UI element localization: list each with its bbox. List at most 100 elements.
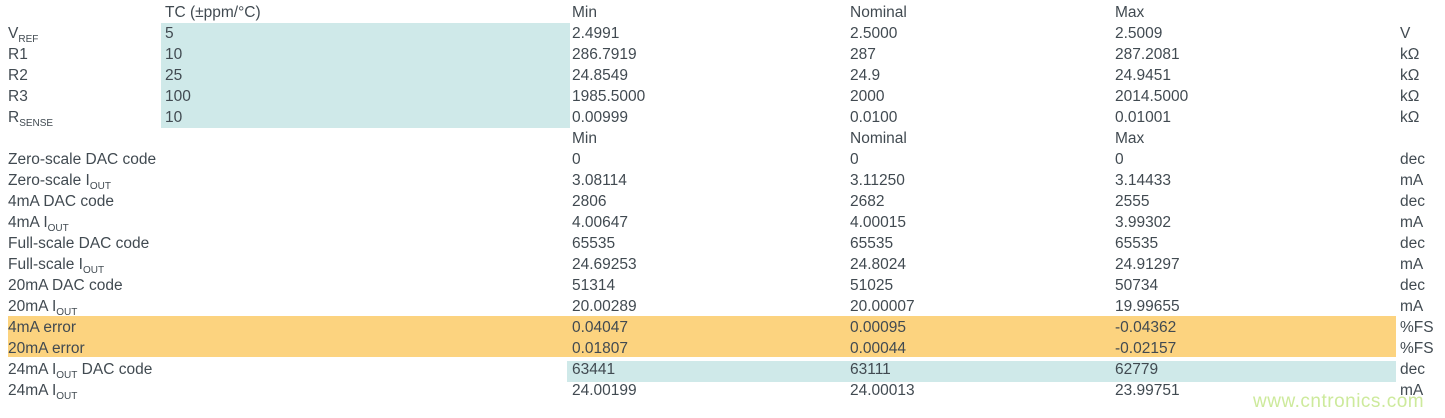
cell-nominal: 0.00044 [850, 340, 907, 357]
cell-max: 65535 [1115, 235, 1159, 252]
cell-label: Full-scale DAC code [0, 233, 165, 254]
cell-unit: kΩ [1400, 109, 1420, 126]
row-label: R1 [8, 46, 28, 63]
cell-label: 24mA IOUT [0, 380, 165, 402]
table-row: R2 25 24.8549 24.9 24.9451 kΩ [0, 65, 1445, 86]
cell-min: 65535 [572, 235, 616, 252]
col-header-tc: TC (±ppm/°C) [165, 4, 261, 21]
cell-max: 23.99751 [1115, 382, 1180, 399]
cell-max: 287.2081 [1115, 46, 1180, 63]
cell-tc [165, 317, 572, 338]
dac-code-row-highlight [567, 361, 1396, 382]
cell-max: 2014.5000 [1115, 88, 1189, 105]
row-label-subscript: SENSE [19, 118, 54, 130]
cell-nominal: 0.0100 [850, 109, 898, 126]
cell-tc [165, 212, 572, 233]
row-label: 4mA error [8, 319, 77, 336]
row-label-suffix: DAC code [77, 361, 153, 378]
cell-tc: 10 [165, 109, 183, 126]
cell-unit: mA [1400, 214, 1424, 231]
row-label: Zero-scale DAC code [8, 151, 157, 168]
row-label: R3 [8, 88, 28, 105]
cell-tc: 25 [165, 67, 183, 84]
cell-tc [165, 275, 572, 296]
cell-max: 62779 [1115, 361, 1159, 378]
cell-tc: 5 [165, 25, 174, 42]
cell-nominal: 4.00015 [850, 214, 907, 231]
cell-unit: dec [1400, 361, 1425, 378]
cell-label: 4mA IOUT [0, 212, 165, 234]
cell-min: 4.00647 [572, 214, 629, 231]
row-label: 20mA error [8, 340, 85, 357]
table-row: 20mA DAC code 51314 51025 50734 dec [0, 275, 1445, 296]
cell-min: 0.00999 [572, 109, 629, 126]
cell-unit: dec [1400, 193, 1425, 210]
row-label-subscript: OUT [82, 265, 105, 277]
cell-label: 20mA IOUT [0, 296, 165, 318]
table-row: 20mA error 0.01807 0.00044 -0.02157 %FS [0, 338, 1445, 359]
cell-min: 51314 [572, 277, 616, 294]
cell-tc [165, 233, 572, 254]
cell-min: 2806 [572, 193, 607, 210]
cell-max: 0.01001 [1115, 109, 1172, 126]
col-header-max: Max [1115, 130, 1145, 147]
col-header-min: Min [572, 4, 597, 21]
col-header-tc [165, 128, 572, 149]
cell-nominal: 2.5000 [850, 25, 898, 42]
cell-unit: kΩ [1400, 67, 1420, 84]
header-row: Min Nominal Max [0, 128, 1445, 149]
cell-tc [165, 170, 572, 191]
cell-min: 24.8549 [572, 67, 629, 84]
cell-nominal: 0 [850, 151, 859, 168]
cell-label: R2 [0, 65, 165, 86]
cell-tc [165, 380, 572, 401]
cell-min: 24.00199 [572, 382, 637, 399]
table-row: 24mA IOUT 24.00199 24.00013 23.99751 mA [0, 380, 1445, 402]
table-row: VREF 5 2.4991 2.5000 2.5009 V [0, 23, 1445, 45]
cell-unit: kΩ [1400, 88, 1420, 105]
cell-nominal: 20.00007 [850, 298, 915, 315]
table-row: 4mA DAC code 2806 2682 2555 dec [0, 191, 1445, 212]
cell-nominal: 24.00013 [850, 382, 915, 399]
table-row: R1 10 286.7919 287 287.2081 kΩ [0, 44, 1445, 65]
cell-unit: mA [1400, 256, 1424, 273]
cell-label: R3 [0, 86, 165, 107]
table-row: 20mA IOUT 20.00289 20.00007 19.99655 mA [0, 296, 1445, 318]
cell-unit: %FS [1400, 340, 1434, 357]
cell-label: 20mA error [0, 338, 165, 359]
cell-unit: kΩ [1400, 46, 1420, 63]
cell-label: 20mA DAC code [0, 275, 165, 296]
row-label: Zero-scale I [8, 172, 90, 189]
cell-tc [165, 191, 572, 212]
cell-min: 286.7919 [572, 46, 637, 63]
cell-nominal: 63111 [850, 361, 891, 378]
cell-unit: mA [1400, 382, 1424, 399]
cell-unit: dec [1400, 277, 1425, 294]
cell-max: -0.02157 [1115, 340, 1177, 357]
cell-max: 2.5009 [1115, 25, 1163, 42]
row-label-subscript: OUT [89, 181, 111, 193]
row-label: 24mA I [8, 382, 57, 399]
col-header-min: Min [572, 130, 597, 147]
header-row: TC (±ppm/°C) Min Nominal Max [0, 2, 1445, 23]
cell-label: VREF [0, 23, 165, 45]
table-row: 4mA IOUT 4.00647 4.00015 3.99302 mA [0, 212, 1445, 234]
table-row: Zero-scale DAC code 0 0 0 dec [0, 149, 1445, 170]
cell-tc [165, 254, 572, 275]
cell-min: 0.04047 [572, 319, 629, 336]
cell-unit: V [1400, 25, 1411, 42]
row-label: 20mA DAC code [8, 277, 123, 294]
cell-tc [165, 296, 572, 317]
cell-tc [165, 338, 572, 359]
cell-max: 19.99655 [1115, 298, 1180, 315]
cell-min: 24.69253 [572, 256, 637, 273]
cell-nominal: 0.00095 [850, 319, 907, 336]
cell-max: 24.91297 [1115, 256, 1180, 273]
cell-label: 4mA DAC code [0, 191, 165, 212]
error-rows-highlight [8, 316, 1396, 357]
cell-min: 20.00289 [572, 298, 637, 315]
tc-column-highlight [161, 23, 570, 128]
cell-nominal: 51025 [850, 277, 894, 294]
cell-nominal: 24.8024 [850, 256, 907, 273]
col-header-cell-label [0, 128, 165, 149]
